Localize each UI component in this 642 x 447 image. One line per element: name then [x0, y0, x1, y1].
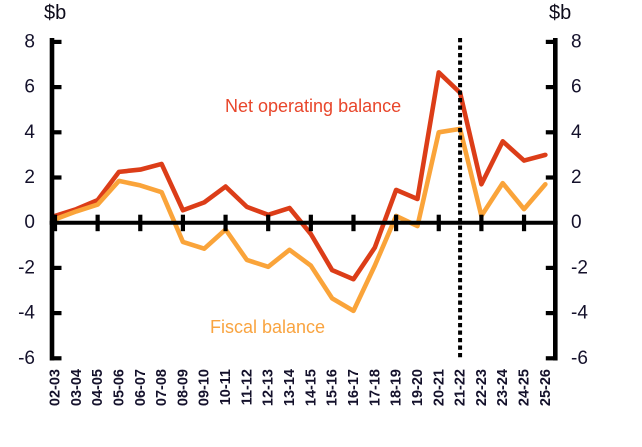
y-axis-tick-label-left: 0 [24, 212, 35, 233]
x-axis-tick-label: 07-08 [154, 369, 170, 406]
y-axis-tick-label-right: -6 [571, 348, 588, 369]
y-axis-tick-label-left: 8 [24, 31, 35, 52]
x-axis-tick-label: 03-04 [69, 369, 85, 406]
right-axis-unit-label: $b [549, 2, 572, 24]
x-axis-tick-label: 12-13 [261, 369, 277, 406]
fiscal-balance-label: Fiscal balance [210, 317, 326, 337]
y-axis-tick-label-left: -2 [18, 257, 35, 278]
fiscal-balance-line [52, 126, 548, 314]
y-axis-tick-label-right: 6 [571, 77, 582, 98]
x-axis-tick-label: 17-18 [367, 369, 383, 406]
left-axis-unit-label: $b [44, 2, 67, 24]
x-axis-tick-label: 02-03 [48, 369, 64, 406]
y-axis-tick-label-right: 8 [571, 31, 582, 52]
x-axis-tick-label: 04-05 [90, 369, 106, 406]
x-axis-tick-label: 20-21 [431, 369, 447, 406]
x-axis-tick-label: 06-07 [133, 369, 149, 406]
x-axis-tick-label: 22-23 [474, 369, 490, 406]
x-axis-tick-label: 13-14 [282, 369, 298, 406]
net-operating-balance-label: Net operating balance [225, 96, 402, 116]
x-axis-tick-label: 16-17 [346, 369, 362, 406]
y-axis-tick-label-right: 0 [571, 212, 582, 233]
x-axis-tick-label: 10-11 [218, 369, 234, 405]
x-axis-tick-label: 23-24 [495, 369, 511, 406]
y-axis-tick-label-left: 2 [24, 167, 35, 188]
y-axis-tick-label-left: -4 [18, 303, 35, 324]
y-axis-tick-label-right: 4 [571, 122, 582, 143]
x-axis-tick-label: 09-10 [197, 369, 213, 406]
y-axis-tick-label-right: 2 [571, 167, 582, 188]
y-axis-tick-label-left: 4 [24, 122, 35, 143]
x-axis-tick-label: 14-15 [303, 369, 319, 406]
x-axis-tick-label: 21-22 [453, 369, 469, 406]
y-axis-tick-label-left: 6 [24, 77, 35, 98]
x-axis-tick-label: 11-12 [239, 369, 255, 405]
x-axis-tick-label: 25-26 [538, 369, 554, 406]
y-axis-tick-label-right: -4 [571, 303, 588, 324]
y-axis-tick-label-right: -2 [571, 257, 588, 278]
x-axis-tick-label: 08-09 [175, 369, 191, 406]
y-axis-tick-label-left: -6 [18, 348, 35, 369]
x-axis-tick-label: 15-16 [325, 369, 341, 406]
x-axis-tick-label: 19-20 [410, 369, 426, 406]
x-axis-tick-label: 18-19 [389, 369, 405, 406]
axes [49, 38, 558, 361]
x-axis-tick-label: 24-25 [517, 369, 533, 406]
x-axis-tick-label: 05-06 [111, 369, 127, 406]
